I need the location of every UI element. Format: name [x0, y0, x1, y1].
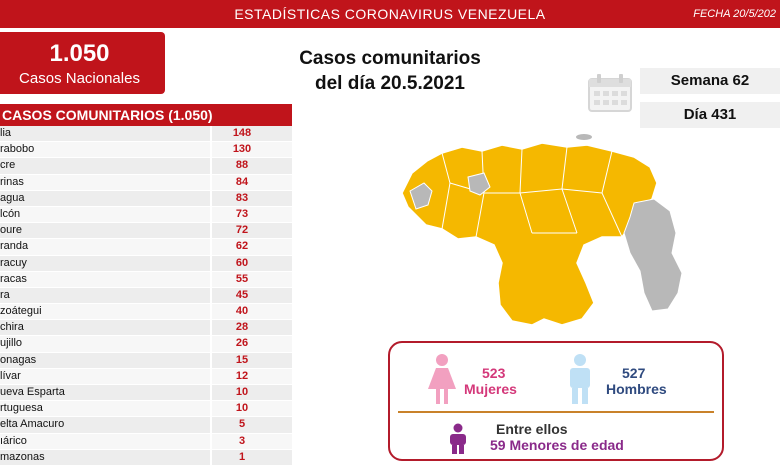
table-row: agua 83 [0, 190, 292, 207]
state-name: ujillo [0, 336, 212, 352]
venezuela-map [401, 134, 683, 326]
state-name: ra [0, 287, 212, 304]
state-cases: 73 [235, 207, 249, 220]
day-box: Día 431 [640, 102, 780, 128]
state-cases: 1 [238, 450, 246, 463]
state-name: onagas [0, 352, 212, 368]
state-cases: 15 [235, 353, 249, 366]
table-row: onagas 15 [0, 352, 292, 369]
state-cases: 83 [235, 191, 249, 204]
table-row: chira 28 [0, 320, 292, 337]
table-row: cre 88 [0, 158, 292, 175]
table-header: CASOS COMUNITARIOS (1.050) [0, 104, 292, 126]
table-row: zoátegui 40 [0, 304, 292, 321]
map-gray-state-east [623, 198, 683, 312]
state-cases: 12 [235, 369, 249, 382]
state-name: racas [0, 271, 212, 287]
gender-breakdown-box: 523 Mujeres 527 Hombres Entre ellos 59 M… [388, 341, 724, 461]
table-row: racuy 60 [0, 255, 292, 272]
state-name: rabobo [0, 142, 212, 158]
week-box: Semana 62 [640, 68, 780, 94]
state-cases: 28 [235, 321, 249, 334]
map-gray-state-west [409, 182, 433, 210]
state-name: mazonas [0, 449, 212, 465]
men-label: Hombres [606, 381, 667, 397]
map-island [576, 134, 592, 140]
state-cases: 62 [235, 240, 249, 253]
table-row: rtuguesa 10 [0, 401, 292, 418]
page-title: ESTADÍSTICAS CORONAVIRUS VENEZUELA [234, 6, 546, 22]
heading-line-2: del día 20.5.2021 [315, 73, 465, 94]
table-row: ra 45 [0, 287, 292, 305]
national-cases-box: 1.050 Casos Nacionales [0, 32, 165, 94]
state-cases: 84 [235, 175, 249, 188]
table-row: rinas 84 [0, 174, 292, 191]
state-cases: 88 [235, 159, 249, 172]
national-cases-count: 1.050 [49, 40, 110, 67]
community-cases-heading: Casos comunitarios del día 20.5.2021 [255, 46, 525, 96]
man-icon [570, 354, 590, 404]
table-body: lia 148 rabobo 130 cre 88 rinas 84 agua 83 lcón 73 o… [0, 126, 292, 466]
table-row: ueva Esparta 10 [0, 385, 292, 402]
map-states-with-cases [401, 142, 658, 326]
box-divider [398, 411, 714, 413]
table-row: lia 148 [0, 126, 292, 143]
state-name: lia [0, 126, 212, 142]
men-count: 527 [622, 365, 646, 381]
community-cases-table: CASOS COMUNITARIOS (1.050) lia 148 rabobo 1… [0, 104, 292, 466]
table-row: lívar 12 [0, 368, 292, 385]
table-row: lcón 73 [0, 206, 292, 224]
table-row: ujillo 26 [0, 336, 292, 353]
state-name: rinas [0, 174, 212, 190]
state-cases: 40 [235, 305, 249, 318]
child-icon [450, 423, 466, 454]
state-name: lívar [0, 368, 212, 384]
state-cases: 60 [235, 256, 249, 269]
state-name: rtuguesa [0, 401, 212, 417]
state-cases: 5 [238, 418, 246, 431]
state-name: ueva Esparta [0, 385, 212, 401]
state-cases: 45 [235, 288, 249, 301]
report-date: FECHA 20/5/202 [693, 8, 776, 20]
table-row: randa 62 [0, 239, 292, 256]
state-name: randa [0, 239, 212, 255]
state-cases: 3 [238, 434, 246, 447]
state-name: chira [0, 320, 212, 336]
state-name: zoátegui [0, 304, 212, 320]
state-cases: 130 [232, 143, 252, 156]
calendar-icon [588, 74, 632, 112]
state-name: agua [0, 190, 212, 206]
state-name: cre [0, 158, 212, 174]
state-cases: 10 [235, 386, 249, 398]
state-cases: 55 [235, 272, 249, 285]
state-cases: 148 [232, 127, 252, 139]
women-label: Mujeres [464, 381, 517, 397]
state-cases: 10 [235, 402, 249, 415]
heading-line-1: Casos comunitarios [299, 48, 481, 69]
table-row: mazonas 1 [0, 449, 292, 466]
state-name: lcón [0, 206, 212, 223]
national-cases-label: Casos Nacionales [19, 70, 140, 87]
state-name: ıárico [0, 433, 212, 449]
table-row: ıárico 3 [0, 433, 292, 450]
women-count: 523 [482, 365, 506, 381]
table-row: elta Amacuro 5 [0, 417, 292, 434]
state-cases: 72 [235, 224, 249, 237]
state-name: elta Amacuro [0, 417, 212, 433]
state-name: racuy [0, 255, 212, 271]
state-name: oure [0, 223, 212, 239]
table-row: rabobo 130 [0, 142, 292, 159]
woman-icon [428, 354, 456, 404]
map-gray-state-center [467, 172, 491, 196]
map-state-borders [441, 146, 623, 238]
among-them-label: Entre ellos [496, 421, 568, 437]
table-row: oure 72 [0, 223, 292, 240]
minors-count: 59 Menores de edad [490, 437, 624, 453]
top-banner: ESTADÍSTICAS CORONAVIRUS VENEZUELA FECHA… [0, 0, 780, 28]
table-row: racas 55 [0, 271, 292, 288]
state-cases: 26 [235, 337, 249, 350]
